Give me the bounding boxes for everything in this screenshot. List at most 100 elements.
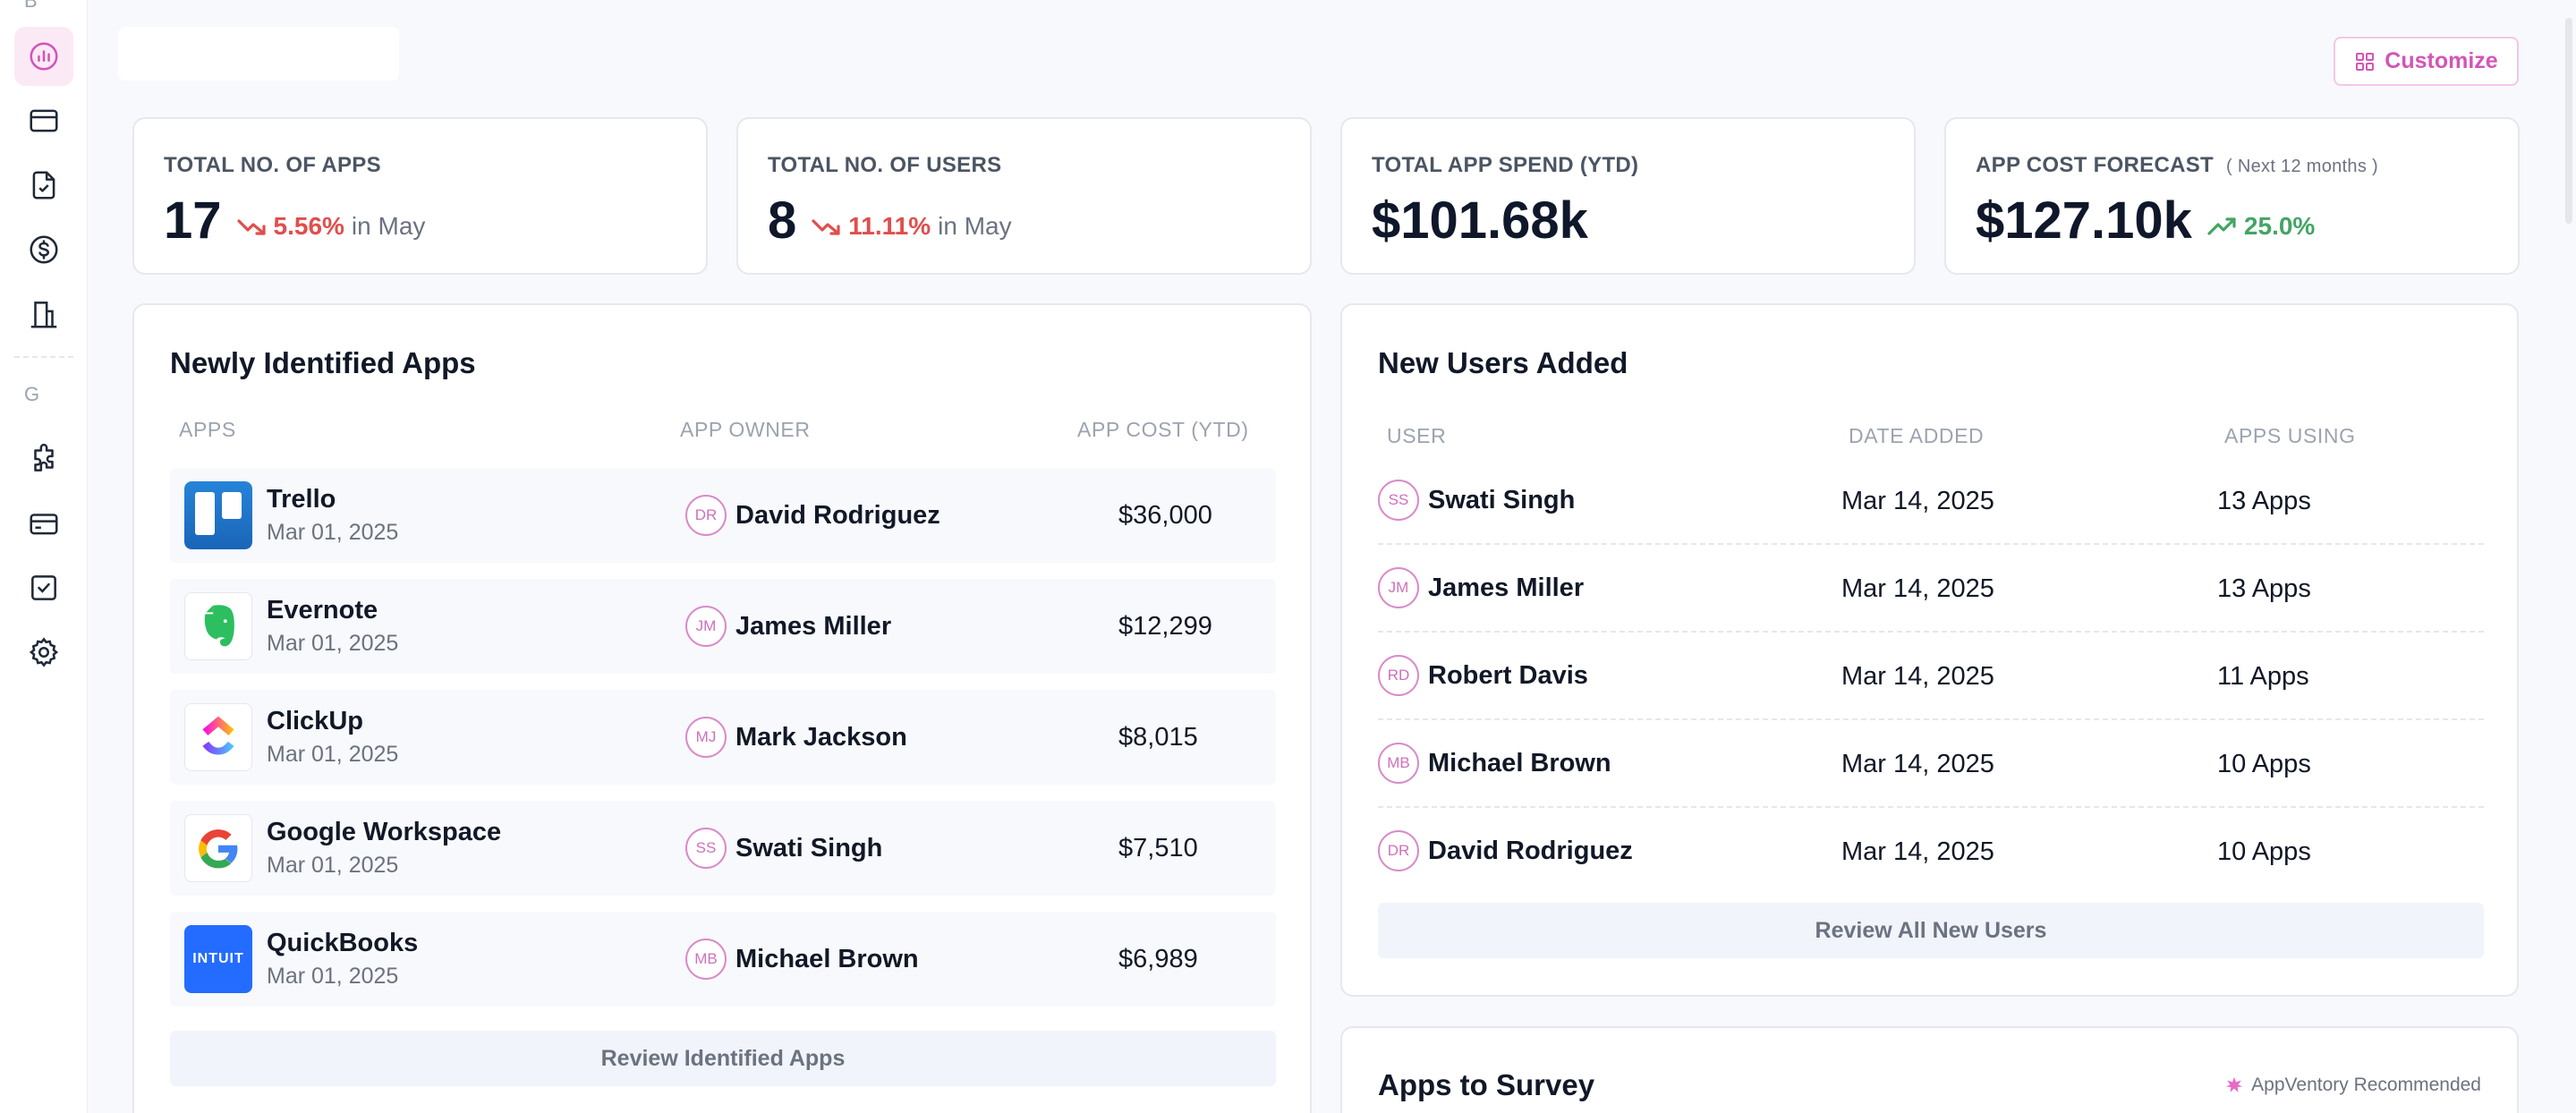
column-header-user: USER xyxy=(1387,424,1447,447)
intuit-logo: INTUIT xyxy=(184,925,252,993)
avatar: MB xyxy=(685,939,727,980)
sidebar-item-tasks[interactable] xyxy=(14,558,73,617)
app-cost: $8,015 xyxy=(1118,723,1198,752)
evernote-logo xyxy=(184,592,252,660)
stat-label: TOTAL APP SPEND (YTD) xyxy=(1372,153,1639,177)
user-apps-using: 10 Apps xyxy=(2217,750,2311,778)
user-name: David Rodriguez xyxy=(1428,836,1633,865)
column-header-apps: APPS xyxy=(179,418,236,441)
user-date-added: Mar 14, 2025 xyxy=(1841,837,1994,866)
recommended-tag: AppVentory Recommended xyxy=(2224,1075,2481,1096)
user-row[interactable]: RD Robert Davis Mar 14, 2025 11 Apps xyxy=(1378,633,2484,720)
owner-name: David Rodriguez xyxy=(735,500,940,530)
trend-value: 11.11% xyxy=(848,211,931,240)
user-name: Robert Davis xyxy=(1428,660,1588,690)
stat-card-total-spend: TOTAL APP SPEND (YTD) $101.68k xyxy=(1340,117,1916,275)
new-users-added-panel: New Users Added USER DATE ADDED APPS USI… xyxy=(1340,303,2519,997)
stat-card-cost-forecast: APP COST FORECAST ( Next 12 months ) $127… xyxy=(1944,117,2520,275)
app-cost: $12,299 xyxy=(1118,612,1212,641)
trend-indicator: 5.56% in May xyxy=(236,212,425,241)
sidebar-item-analytics[interactable] xyxy=(14,27,73,86)
user-apps-using: 10 Apps xyxy=(2217,837,2311,866)
app-name: Google Workspace xyxy=(267,818,502,846)
app-row-clickup[interactable]: ClickUp Mar 01, 2025 MJ Mark Jackson $8,… xyxy=(170,690,1276,785)
avatar: DR xyxy=(685,495,727,536)
sidebar-divider xyxy=(14,356,73,358)
building-icon xyxy=(30,302,57,328)
grid-layout-icon xyxy=(2356,52,2375,71)
trend-up-icon xyxy=(2207,217,2236,235)
app-row-trello[interactable]: Trello Mar 01, 2025 DR David Rodriguez $… xyxy=(170,468,1276,563)
app-owner: MB Michael Brown xyxy=(685,939,919,980)
sidebar-item-settings[interactable] xyxy=(14,623,73,682)
checkbox-icon xyxy=(31,575,56,600)
user-apps-using: 13 Apps xyxy=(2217,574,2311,603)
column-header-date-added: DATE ADDED xyxy=(1849,424,1985,447)
app-owner: MJ Mark Jackson xyxy=(685,717,907,758)
app-owner: DR David Rodriguez xyxy=(685,495,940,536)
column-header-app-owner: APP OWNER xyxy=(680,418,811,441)
owner-name: Swati Singh xyxy=(735,833,883,862)
sidebar-item-billing[interactable] xyxy=(14,494,73,553)
user-row[interactable]: SS Swati Singh Mar 14, 2025 13 Apps xyxy=(1378,457,2484,545)
user-name: James Miller xyxy=(1428,573,1585,602)
customize-label: Customize xyxy=(2385,48,2498,73)
sparkle-icon xyxy=(2226,1076,2243,1092)
owner-name: Mark Jackson xyxy=(735,722,907,752)
user-name: Swati Singh xyxy=(1428,485,1576,514)
app-date: Mar 01, 2025 xyxy=(267,742,399,767)
user-date-added: Mar 14, 2025 xyxy=(1841,750,1994,778)
stat-card-total-users: TOTAL NO. OF USERS 8 11.11% in May xyxy=(736,117,1312,275)
avatar: JM xyxy=(1378,567,1419,608)
trello-logo xyxy=(184,481,252,549)
app-row-evernote[interactable]: Evernote Mar 01, 2025 JM James Miller $1… xyxy=(170,579,1276,674)
owner-name: Michael Brown xyxy=(735,944,919,973)
page-title-placeholder xyxy=(118,27,399,81)
intuit-logo-text: INTUIT xyxy=(192,951,244,966)
apps-to-survey-panel: Apps to Survey AppVentory Recommended xyxy=(1340,1026,2519,1113)
stat-value: $101.68k xyxy=(1372,191,1588,250)
review-all-new-users-button[interactable]: Review All New Users xyxy=(1378,903,2484,958)
trend-down-icon xyxy=(236,218,266,235)
avatar: DR xyxy=(1378,830,1419,871)
user-row[interactable]: JM James Miller Mar 14, 2025 13 Apps xyxy=(1378,545,2484,633)
sidebar-item-applications[interactable] xyxy=(14,91,73,150)
sidebar-item-integrations[interactable] xyxy=(14,429,73,489)
avatar: MJ xyxy=(685,717,727,758)
user-row[interactable]: MB Michael Brown Mar 14, 2025 10 Apps xyxy=(1378,720,2484,808)
sidebar-item-organization[interactable] xyxy=(14,285,73,344)
trend-indicator: 25.0% xyxy=(2206,212,2315,241)
trend-period: in May xyxy=(938,211,1012,240)
credit-card-icon xyxy=(30,514,58,535)
app-date: Mar 01, 2025 xyxy=(267,853,399,878)
user-apps-using: 13 Apps xyxy=(2217,487,2311,515)
panel-title: New Users Added xyxy=(1378,346,1628,379)
sidebar-section-letter: B xyxy=(24,0,38,12)
trend-down-icon xyxy=(812,218,840,235)
app-cost: $36,000 xyxy=(1118,501,1212,530)
sidebar-item-contracts[interactable] xyxy=(14,156,73,215)
document-check-icon xyxy=(32,171,55,200)
sidebar: B G xyxy=(0,0,88,1113)
stat-value: 8 xyxy=(768,191,797,250)
app-date: Mar 01, 2025 xyxy=(267,631,399,656)
app-row-google-workspace[interactable]: Google Workspace Mar 01, 2025 SS Swati S… xyxy=(170,801,1276,896)
user-row[interactable]: DR David Rodriguez Mar 14, 2025 10 Apps xyxy=(1378,808,2484,896)
analytics-icon xyxy=(30,42,58,71)
app-date: Mar 01, 2025 xyxy=(267,964,399,989)
panel-title: Newly Identified Apps xyxy=(170,346,476,379)
sidebar-section-letter: G xyxy=(24,383,40,405)
stat-label: TOTAL NO. OF APPS xyxy=(164,153,381,177)
review-identified-apps-button[interactable]: Review Identified Apps xyxy=(170,1031,1276,1086)
app-cost: $7,510 xyxy=(1118,834,1198,862)
app-row-quickbooks[interactable]: INTUIT QuickBooks Mar 01, 2025 MB Michae… xyxy=(170,912,1276,1007)
stat-sublabel: ( Next 12 months ) xyxy=(2226,157,2378,176)
customize-button[interactable]: Customize xyxy=(2334,37,2519,86)
app-name: ClickUp xyxy=(267,707,363,735)
owner-name: James Miller xyxy=(735,611,892,641)
page-scrollbar[interactable] xyxy=(2565,18,2572,224)
avatar: JM xyxy=(685,606,727,647)
user-date-added: Mar 14, 2025 xyxy=(1841,574,1994,603)
settings-icon xyxy=(29,637,59,667)
sidebar-item-spend[interactable] xyxy=(14,220,73,279)
